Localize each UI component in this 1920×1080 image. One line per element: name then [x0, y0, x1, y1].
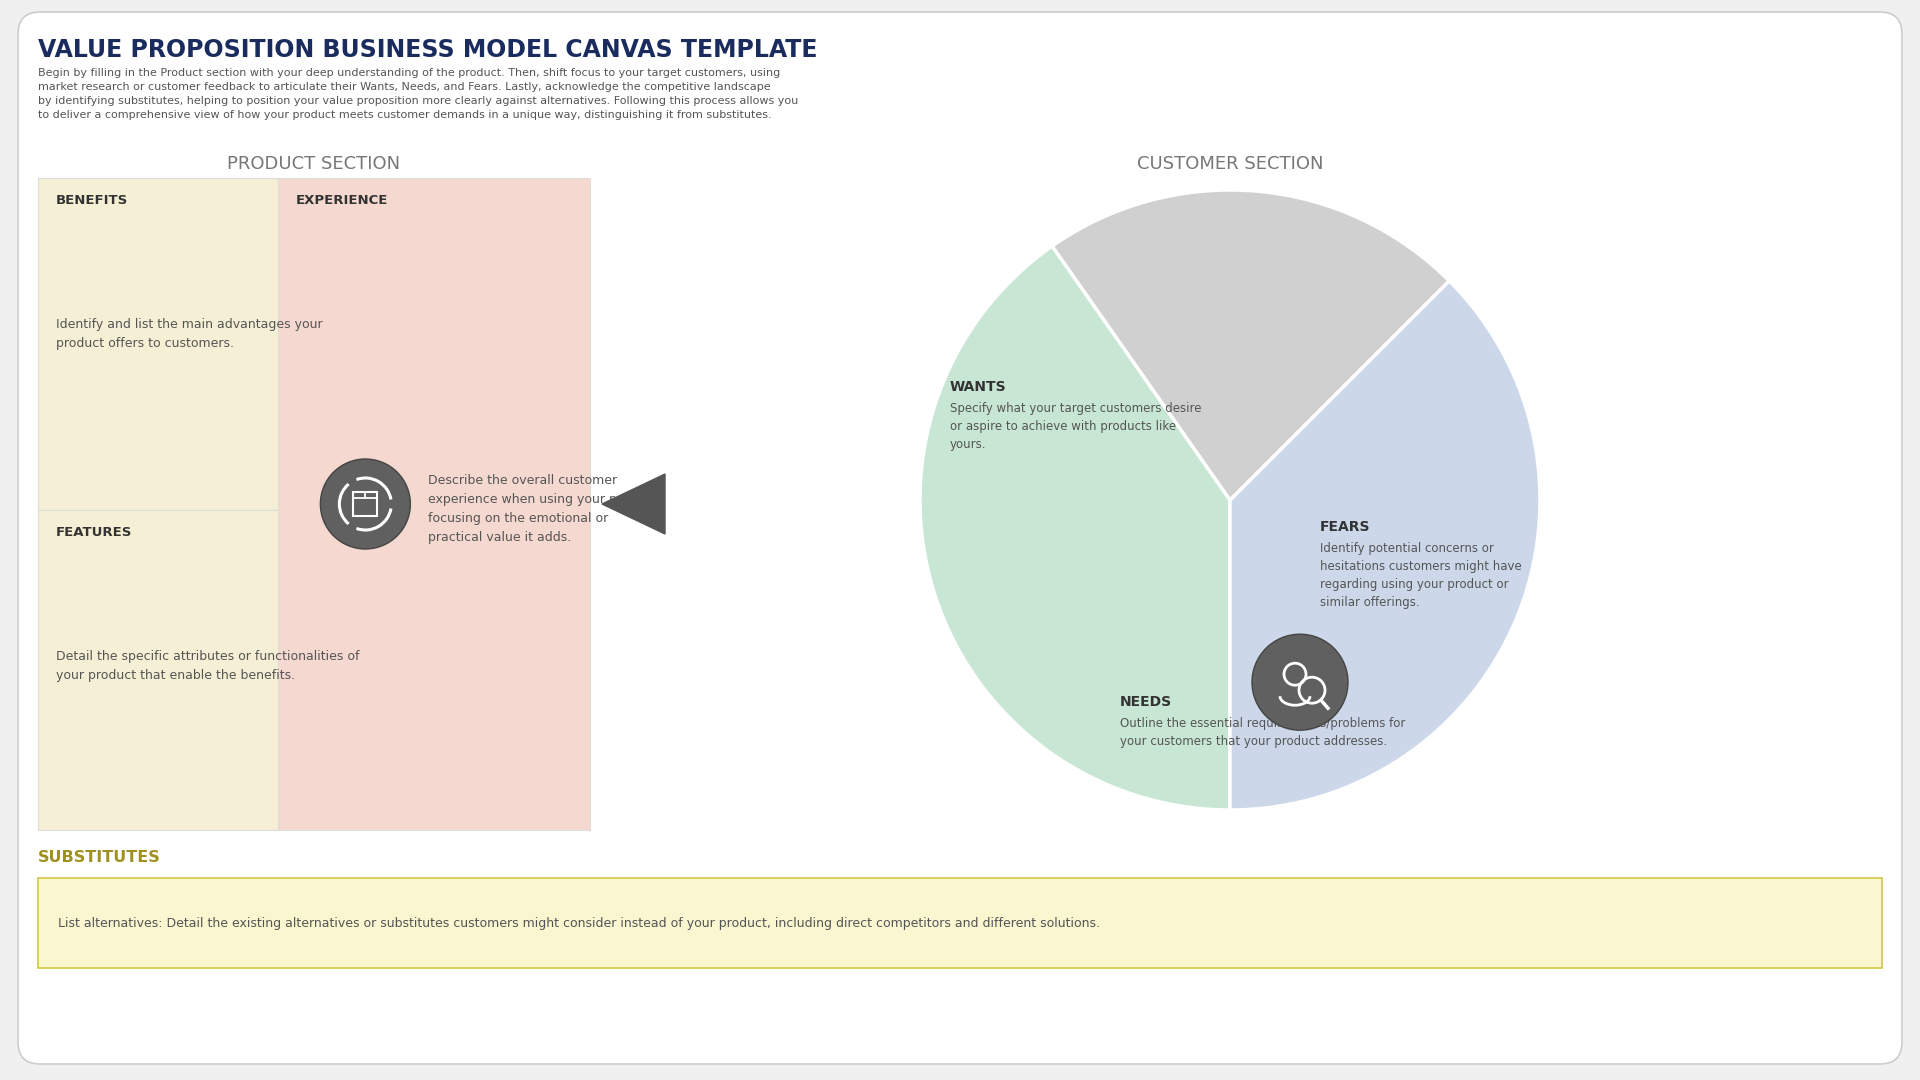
Wedge shape: [1231, 281, 1540, 810]
Text: CUSTOMER SECTION: CUSTOMER SECTION: [1137, 156, 1323, 173]
Text: NEEDS: NEEDS: [1119, 696, 1171, 708]
Text: List alternatives: Detail the existing alternatives or substitutes customers mig: List alternatives: Detail the existing a…: [58, 917, 1100, 930]
Text: PRODUCT SECTION: PRODUCT SECTION: [227, 156, 401, 173]
FancyBboxPatch shape: [17, 12, 1903, 1064]
Text: Outline the essential requirements/problems for
your customers that your product: Outline the essential requirements/probl…: [1119, 717, 1405, 748]
Wedge shape: [920, 246, 1231, 810]
Text: EXPERIENCE: EXPERIENCE: [296, 194, 388, 207]
Text: Identify potential concerns or
hesitations customers might have
regarding using : Identify potential concerns or hesitatio…: [1321, 542, 1523, 609]
Text: market research or customer feedback to articulate their Wants, Needs, and Fears: market research or customer feedback to …: [38, 82, 770, 92]
Wedge shape: [1052, 190, 1450, 500]
FancyBboxPatch shape: [38, 878, 1882, 968]
FancyBboxPatch shape: [38, 178, 278, 510]
Text: Describe the overall customer
experience when using your product,
focusing on th: Describe the overall customer experience…: [428, 474, 662, 544]
Text: WANTS: WANTS: [950, 380, 1006, 394]
Circle shape: [1252, 634, 1348, 730]
Circle shape: [321, 459, 411, 549]
Text: Begin by filling in the Product section with your deep understanding of the prod: Begin by filling in the Product section …: [38, 68, 780, 78]
Text: Specify what your target customers desire
or aspire to achieve with products lik: Specify what your target customers desir…: [950, 402, 1202, 451]
FancyBboxPatch shape: [38, 510, 278, 831]
Text: SUBSTITUTES: SUBSTITUTES: [38, 850, 161, 865]
Text: by identifying substitutes, helping to position your value proposition more clea: by identifying substitutes, helping to p…: [38, 96, 799, 106]
Polygon shape: [603, 474, 664, 534]
Text: to deliver a comprehensive view of how your product meets customer demands in a : to deliver a comprehensive view of how y…: [38, 110, 772, 120]
FancyBboxPatch shape: [278, 178, 589, 831]
Text: FEARS: FEARS: [1321, 519, 1371, 534]
Text: Identify and list the main advantages your
product offers to customers.: Identify and list the main advantages yo…: [56, 318, 323, 350]
Text: VALUE PROPOSITION BUSINESS MODEL CANVAS TEMPLATE: VALUE PROPOSITION BUSINESS MODEL CANVAS …: [38, 38, 818, 62]
Text: BENEFITS: BENEFITS: [56, 194, 129, 207]
Text: Detail the specific attributes or functionalities of
your product that enable th: Detail the specific attributes or functi…: [56, 650, 359, 681]
Text: FEATURES: FEATURES: [56, 526, 132, 539]
